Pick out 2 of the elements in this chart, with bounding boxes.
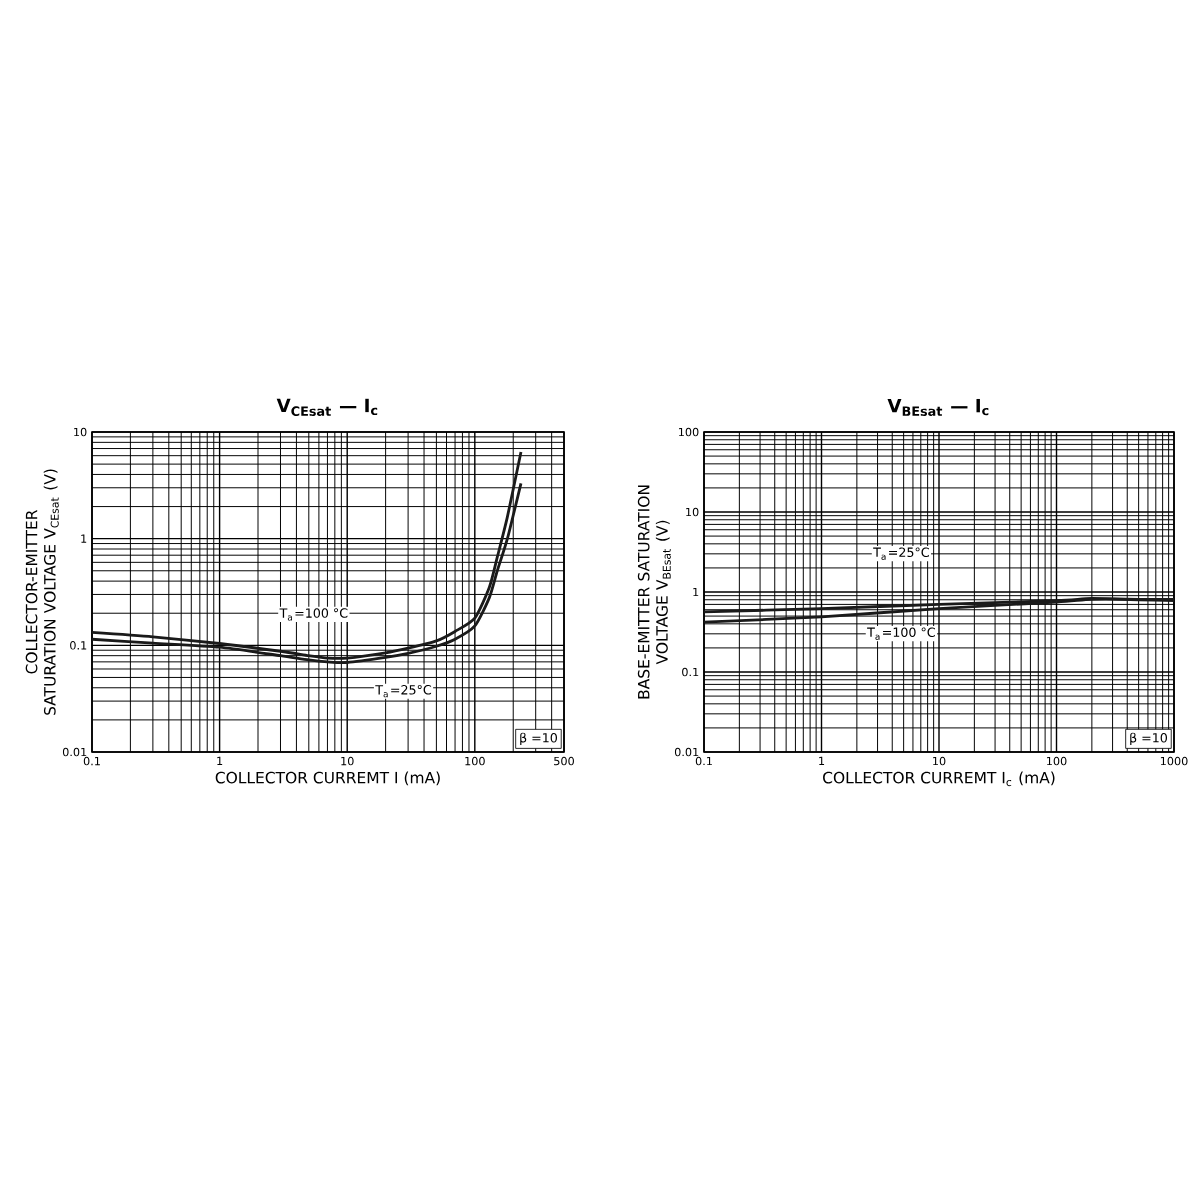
chart-title: V$_{BEsat}$ — I$_{c}$	[887, 398, 989, 416]
chart-title: V$_{CEsat}$ — I$_{c}$	[276, 398, 378, 416]
